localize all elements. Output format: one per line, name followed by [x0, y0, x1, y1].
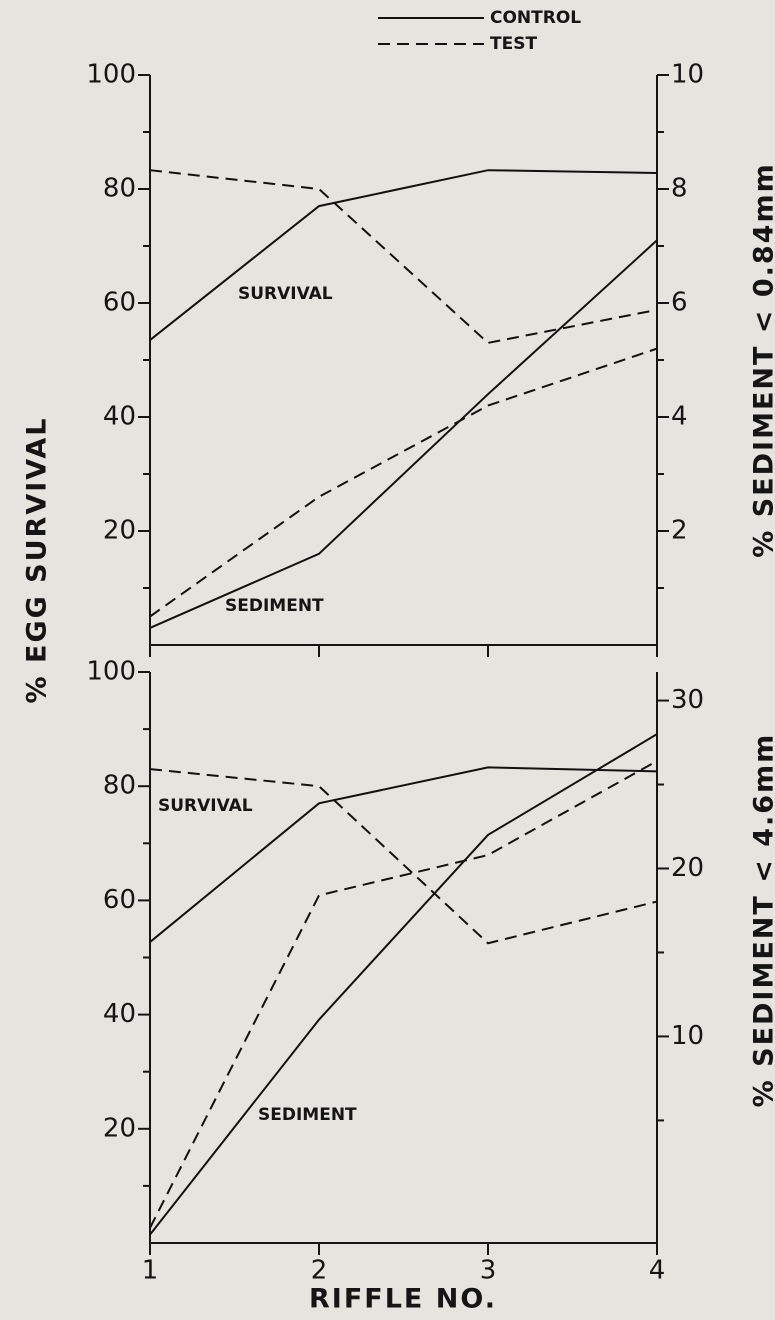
y-tick-label: 20	[103, 1113, 136, 1143]
y-axis-label: % EGG SURVIVAL	[22, 417, 53, 704]
series-line	[149, 766, 658, 943]
x-tick-label: 2	[311, 1256, 328, 1286]
y-tick-label: 40	[103, 999, 136, 1029]
y-tick-label: 100	[86, 657, 136, 687]
y2-tick-label: 4	[671, 402, 688, 432]
y2-tick-label: 10	[671, 60, 704, 90]
y2-tick-label: 6	[671, 288, 688, 318]
series-line	[149, 169, 658, 341]
y-tick-label: 60	[103, 885, 136, 915]
x-tick-label: 4	[649, 1256, 666, 1286]
annotation: SEDIMENT	[225, 596, 324, 616]
x-tick-label: 3	[480, 1256, 497, 1286]
y-tick-label: 80	[103, 174, 136, 204]
series-line	[149, 169, 658, 344]
annotation: SEDIMENT	[258, 1105, 357, 1125]
series-line	[149, 760, 658, 1229]
y2-axis-label: % SEDIMENT < 4.6mm	[749, 733, 775, 1108]
y2-axis-label: % SEDIMENT < 0.84mm	[749, 162, 775, 557]
y-tick-label: 60	[103, 288, 136, 318]
series-line	[149, 347, 658, 618]
legend-label: CONTROL	[490, 8, 581, 28]
series-line	[149, 239, 658, 629]
series-line	[149, 733, 658, 1236]
annotation: SURVIVAL	[158, 796, 253, 816]
annotation: SURVIVAL	[238, 284, 333, 304]
y-tick-label: 100	[86, 60, 136, 90]
x-axis-label: RIFFLE NO.	[309, 1284, 497, 1315]
series-line	[149, 768, 658, 945]
y2-tick-label: 8	[671, 174, 688, 204]
y-tick-label: 80	[103, 771, 136, 801]
y2-tick-label: 2	[671, 516, 688, 546]
y-tick-label: 40	[103, 402, 136, 432]
y2-tick-label: 20	[671, 853, 704, 883]
y2-tick-label: 30	[671, 685, 704, 715]
legend-label: TEST	[490, 34, 537, 54]
x-tick-label: 1	[142, 1256, 159, 1286]
y2-tick-label: 10	[671, 1021, 704, 1051]
y-tick-label: 20	[103, 516, 136, 546]
